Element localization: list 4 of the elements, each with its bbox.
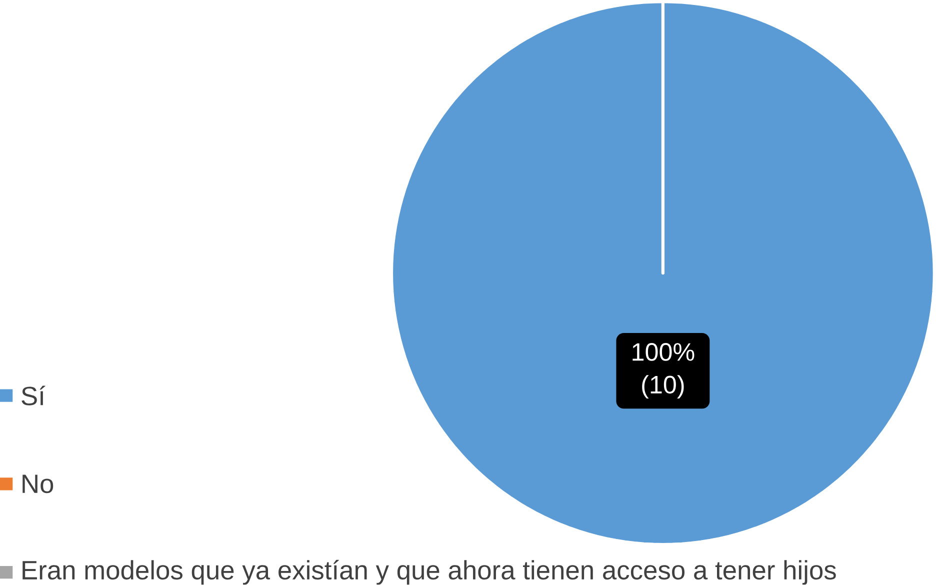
legend-label: Eran modelos que ya existían y que ahora tienen acceso a tener hijos bbox=[22, 560, 836, 585]
legend-label: No bbox=[22, 474, 54, 494]
legend-label: Sí bbox=[22, 386, 46, 406]
data-label: 100% (10) bbox=[632, 343, 694, 399]
